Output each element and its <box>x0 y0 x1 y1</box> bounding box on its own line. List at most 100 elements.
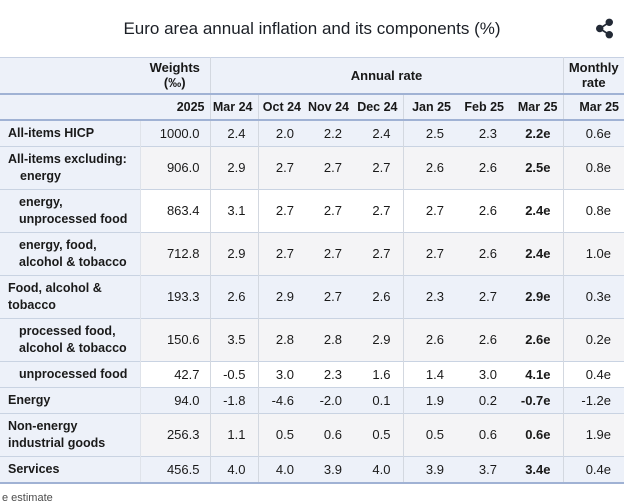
annual-rate-cell: 2.8 <box>306 317 354 361</box>
annual-rate-cell: 0.5 <box>402 412 456 456</box>
annual-rate-cell: 0.5 <box>354 412 403 456</box>
table-row: All-items excluding: energy 906.0 2.9 2.7 2.… <box>0 145 624 189</box>
annual-rate-cell: 4.0 <box>209 455 258 483</box>
annual-rate-cell: 2.6 <box>456 188 509 232</box>
annual-rate-cell: 2.6 <box>354 274 403 318</box>
annual-rate-cell: 2.6 <box>456 145 509 189</box>
annual-month-header-dec-24: Dec 24 <box>354 93 403 121</box>
annual-rate-cell: 2.4e <box>509 188 563 232</box>
annual-rate-cell: 4.0 <box>354 455 403 483</box>
annual-rate-cell: 2.2e <box>509 119 563 146</box>
row-label: processed food, alcohol & tobacco <box>0 317 140 361</box>
annual-rate-cell: 2.7 <box>456 274 509 318</box>
row-label: energy, food, alcohol & tobacco <box>0 231 140 275</box>
annual-rate-cell: 2.7 <box>354 231 403 275</box>
annual-rate-cell: 2.7 <box>257 231 306 275</box>
table-group-header-row: Weights (‰) Annual rate Monthly rate <box>0 57 624 95</box>
share-button[interactable] <box>592 15 617 42</box>
row-label: Food, alcohol & tobacco <box>0 274 140 318</box>
monthly-rate-cell: 1.9e <box>562 412 624 456</box>
table-row: Non-energy industrial goods 256.3 1.1 0.5 0.… <box>0 412 624 456</box>
annual-rate-cell: 2.7 <box>257 145 306 189</box>
weight-cell: 42.7 <box>139 360 210 387</box>
annual-month-header-mar-25: Mar 25 <box>509 93 563 121</box>
annual-rate-cell: 2.6 <box>402 317 456 361</box>
weight-cell: 193.3 <box>139 274 210 318</box>
annual-rate-cell: 2.7 <box>306 231 354 275</box>
annual-rate-group-header: Annual rate <box>209 57 563 95</box>
annual-rate-cell: 2.7 <box>402 231 456 275</box>
annual-rate-cell: 2.3 <box>402 274 456 318</box>
annual-rate-cell: 1.6 <box>354 360 403 387</box>
weight-cell: 256.3 <box>139 412 210 456</box>
annual-rate-cell: 2.7 <box>354 188 403 232</box>
annual-month-header-mar-24: Mar 24 <box>209 93 258 121</box>
annual-rate-cell: 2.5 <box>402 119 456 146</box>
row-label: Energy <box>0 386 140 413</box>
annual-rate-cell: 2.8 <box>257 317 306 361</box>
annual-rate-cell: 2.3 <box>456 119 509 146</box>
row-label: energy, unprocessed food <box>0 188 140 232</box>
annual-rate-cell: -4.6 <box>257 386 306 413</box>
annual-rate-cell: 0.5 <box>257 412 306 456</box>
row-label: unprocessed food <box>0 360 140 387</box>
weights-column-header: Weights (‰) <box>140 57 210 95</box>
row-label: All-items HICP <box>0 119 140 146</box>
annual-rate-cell: 2.4 <box>209 119 258 146</box>
weight-cell: 712.8 <box>139 231 210 275</box>
row-label: All-items excluding: energy <box>0 145 140 189</box>
monthly-rate-group-header: Monthly rate <box>562 57 624 95</box>
weight-cell: 906.0 <box>139 145 210 189</box>
table-period-header-row: 2025 Mar 24 Oct 24 Nov 24 Dec 24 Jan 25 Feb 2… <box>0 93 624 121</box>
annual-rate-cell: 2.3 <box>306 360 354 387</box>
label-column-subheader <box>0 93 140 121</box>
annual-rate-cell: 3.5 <box>209 317 258 361</box>
annual-month-header-jan-25: Jan 25 <box>402 93 456 121</box>
share-icon <box>595 18 614 42</box>
monthly-rate-cell: 1.0e <box>562 231 624 275</box>
annual-rate-cell: 2.7 <box>402 188 456 232</box>
annual-rate-cell: 3.1 <box>209 188 258 232</box>
annual-rate-cell: 4.0 <box>257 455 306 483</box>
annual-rate-cell: 2.0 <box>257 119 306 146</box>
annual-rate-cell: 2.9e <box>509 274 563 318</box>
monthly-rate-cell: 0.3e <box>562 274 624 318</box>
annual-rate-cell: -0.5 <box>209 360 258 387</box>
weight-cell: 94.0 <box>139 386 210 413</box>
table-row: Energy 94.0 -1.8 -4.6 -2.0 0.1 1.9 0.2 -0.7e -1.2… <box>0 386 624 413</box>
weights-year-header: 2025 <box>140 93 210 121</box>
table-row: Food, alcohol & tobacco 193.3 2.6 2.9 2.7 2.6… <box>0 274 624 318</box>
annual-month-header-feb-25: Feb 25 <box>456 93 509 121</box>
weight-cell: 456.5 <box>139 455 210 483</box>
table-row: energy, unprocessed food 863.4 3.1 2.7 2.7 2.… <box>0 188 624 232</box>
annual-rate-cell: 2.2 <box>306 119 354 146</box>
annual-rate-cell: 2.5e <box>509 145 563 189</box>
annual-rate-cell: 2.7 <box>306 274 354 318</box>
table-row: processed food, alcohol & tobacco 150.6 3.… <box>0 317 624 361</box>
annual-rate-cell: 1.1 <box>209 412 258 456</box>
annual-rate-cell: -1.8 <box>209 386 258 413</box>
annual-rate-cell: 1.9 <box>402 386 456 413</box>
annual-rate-cell: 3.0 <box>456 360 509 387</box>
annual-rate-cell: 2.6 <box>456 317 509 361</box>
inflation-table: Weights (‰) Annual rate Monthly rate 202… <box>0 57 624 484</box>
annual-rate-cell: 3.0 <box>257 360 306 387</box>
annual-rate-cell: 3.9 <box>402 455 456 483</box>
annual-rate-cell: 2.7 <box>306 188 354 232</box>
footnote: e estimate <box>2 491 53 504</box>
annual-rate-cell: 2.6e <box>509 317 563 361</box>
annual-rate-cell: 2.4 <box>354 119 403 146</box>
monthly-rate-cell: 0.8e <box>562 188 624 232</box>
row-label: Services <box>0 455 140 483</box>
annual-rate-cell: 2.9 <box>209 145 258 189</box>
table-row: energy, food, alcohol & tobacco 712.8 2.9 2… <box>0 231 624 275</box>
annual-rate-cell: 0.1 <box>354 386 403 413</box>
title-bar: Euro area annual inflation and its compo… <box>0 0 624 57</box>
annual-rate-cell: 2.9 <box>354 317 403 361</box>
annual-rate-cell: 2.7 <box>257 188 306 232</box>
monthly-rate-cell: 0.4e <box>562 360 624 387</box>
annual-rate-cell: 0.2 <box>456 386 509 413</box>
annual-rate-cell: 3.7 <box>456 455 509 483</box>
monthly-rate-cell: 0.6e <box>562 119 624 146</box>
annual-rate-cell: 1.4 <box>402 360 456 387</box>
